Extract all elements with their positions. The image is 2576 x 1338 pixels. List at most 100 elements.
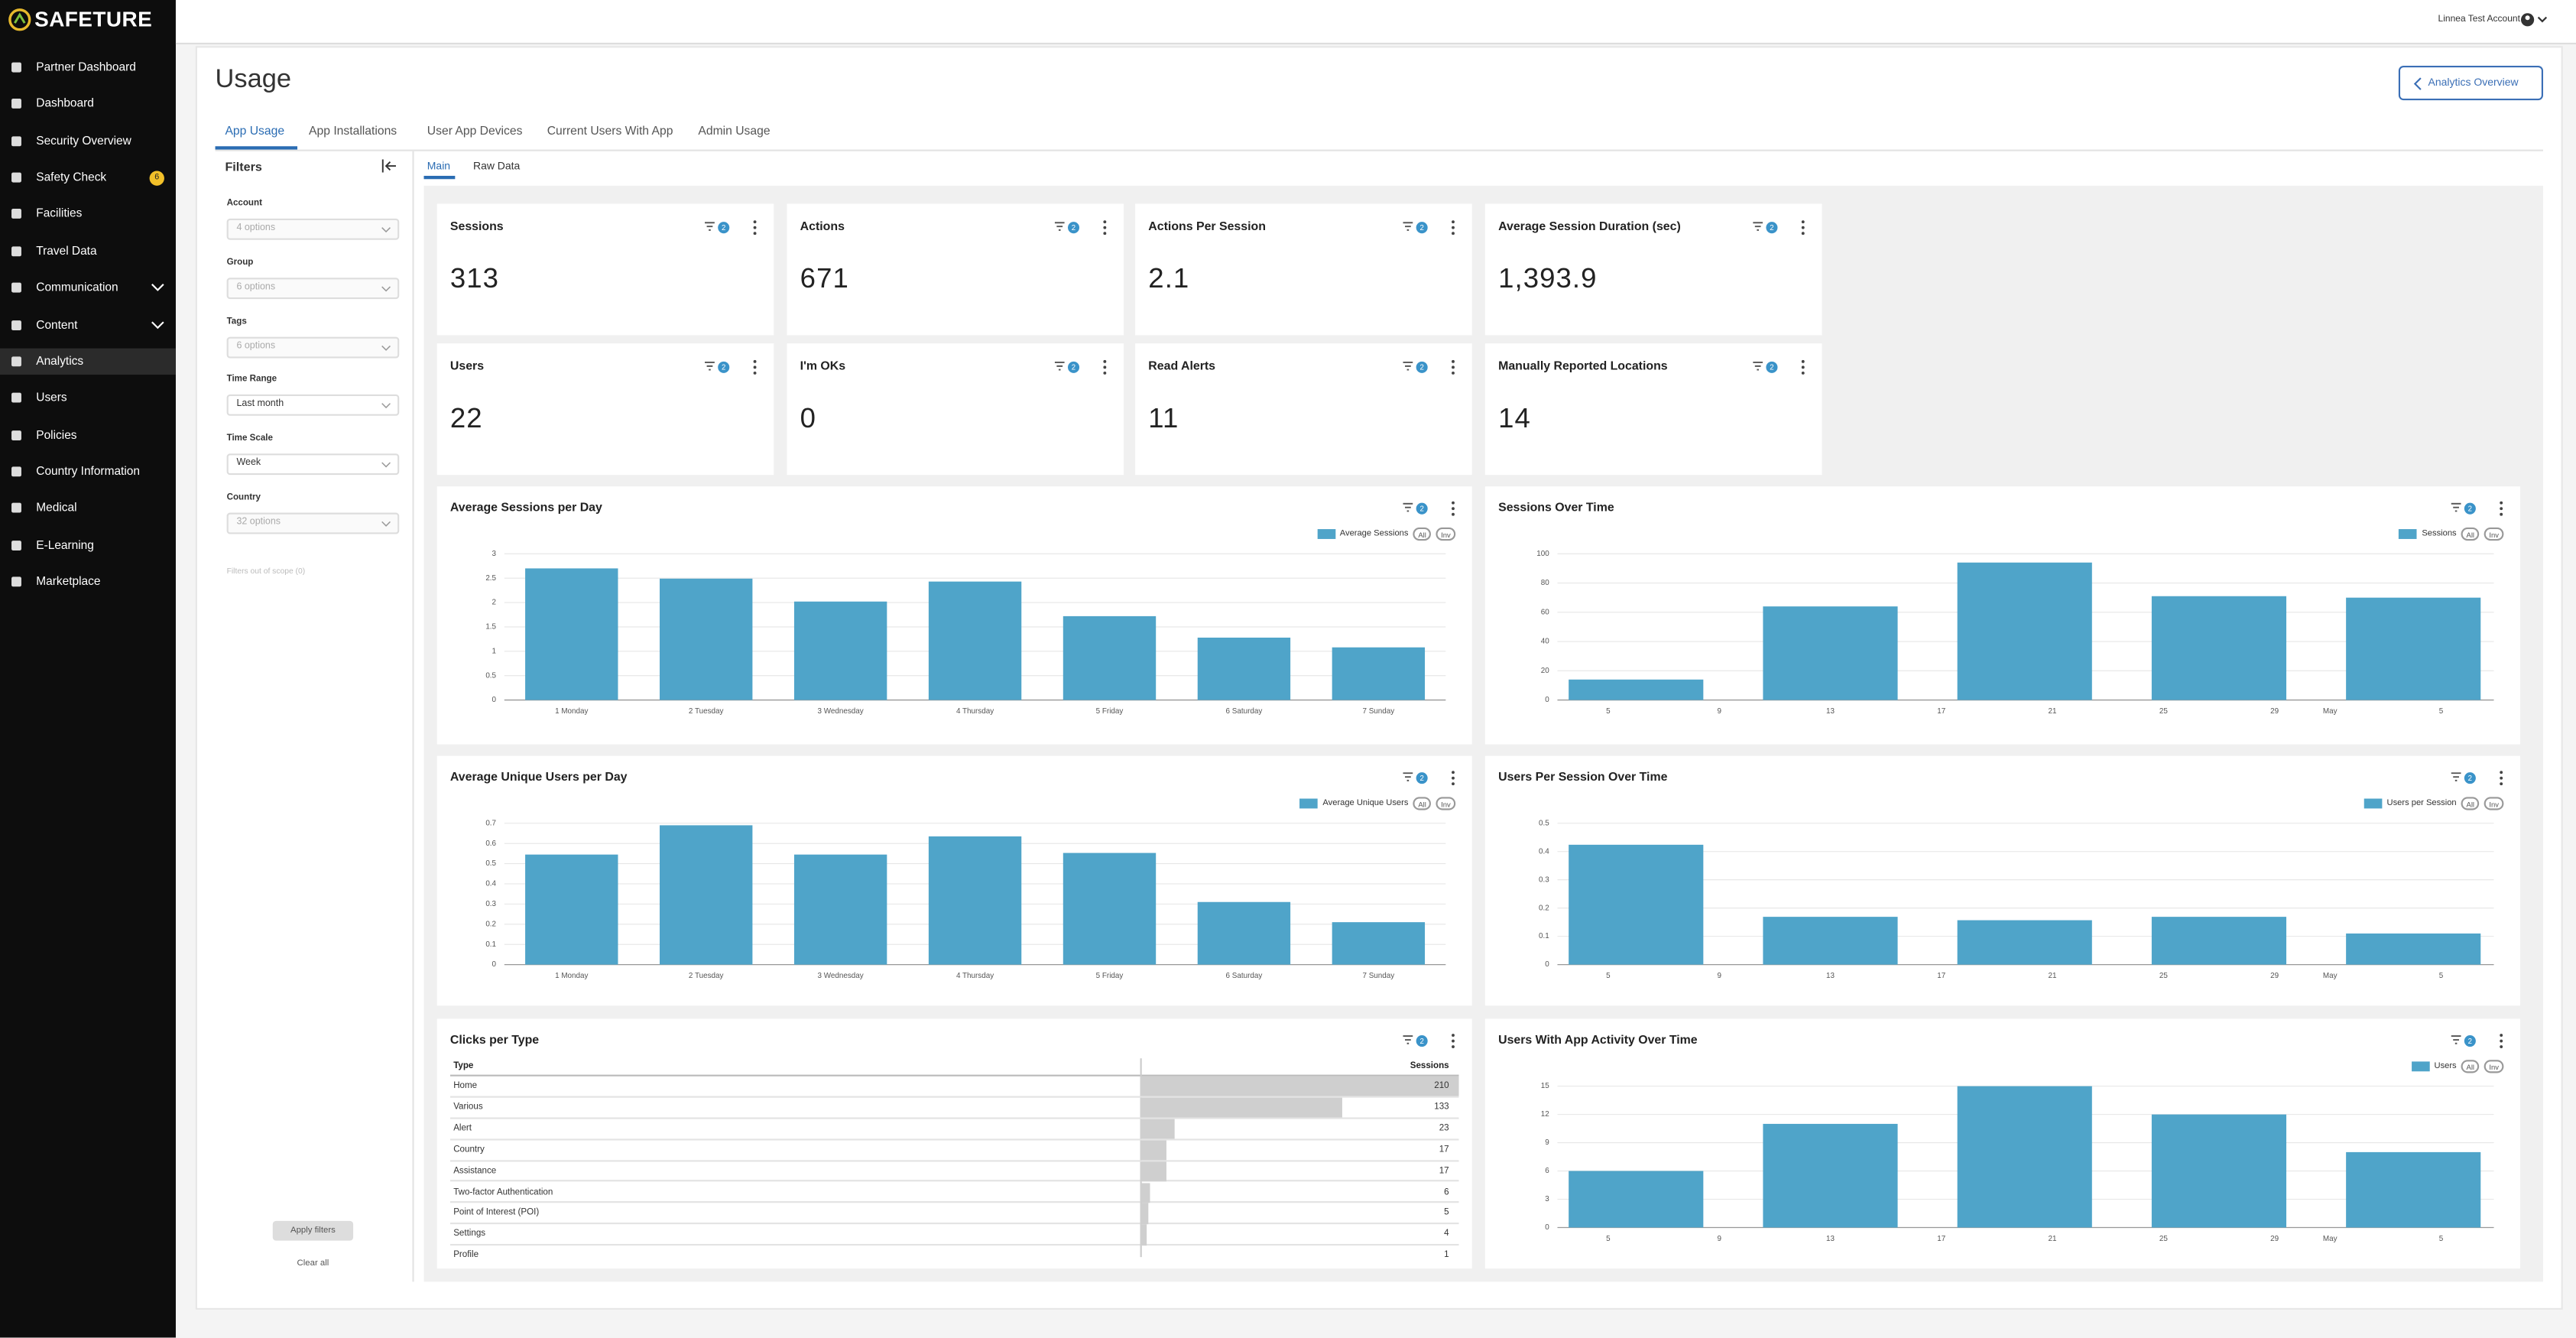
nav-item[interactable]: Security Overview [0,128,176,154]
kebab-dot [1801,226,1805,229]
kebab-menu[interactable] [1451,771,1455,786]
kebab-menu[interactable] [1102,359,1107,375]
subtab[interactable]: Main [427,161,451,173]
filter-label: Country [226,492,261,503]
chevron [381,227,391,233]
kebab-menu[interactable] [1102,220,1107,235]
filter-icon[interactable] [2451,502,2461,513]
filter-value: 4 options [236,223,276,234]
x-tick-label: 3 Wednesday [818,972,864,980]
nav-icon [11,540,21,550]
nav-chevron [151,320,164,329]
y-tick-label: 40 [1541,638,1549,646]
filter-icon[interactable] [1403,361,1413,372]
kebab-dot [1103,226,1107,229]
clear-all-button[interactable]: Clear all [297,1258,329,1269]
filter-icon[interactable] [705,222,715,232]
legend-toggle[interactable]: Inv [2484,527,2504,541]
filter-select[interactable]: 6 options [226,336,400,358]
nav-item[interactable]: Content [0,311,176,337]
nav-item[interactable]: Partner Dashboard [0,54,176,80]
table-row: Country 17 [449,1139,1459,1161]
legend: Users per Session All Inv [2363,797,2504,810]
user-name[interactable]: Linnea Test Account [2438,15,2520,25]
filter-icon[interactable] [1403,502,1413,513]
tab[interactable]: Current Users With App [547,123,673,138]
kebab-menu[interactable] [2499,1034,2503,1048]
y-tick-label: 0.2 [1539,904,1549,912]
kebab-menu[interactable] [752,359,757,375]
legend-swatch[interactable] [1316,529,1335,539]
nav-item[interactable]: Communication [0,274,176,300]
kebab-menu[interactable] [1451,1034,1455,1048]
filter-select[interactable]: 4 options [226,218,400,240]
legend-toggle[interactable]: All [2461,797,2480,810]
collapse-icon[interactable] [381,159,397,173]
filter-icon[interactable] [1054,361,1065,372]
nav-item[interactable]: Users [0,385,176,411]
legend-swatch[interactable] [1299,798,1318,809]
nav-label: Content [36,316,78,332]
kebab-menu[interactable] [2499,771,2503,786]
analytics-overview-button[interactable]: Analytics Overview [2398,65,2544,101]
nav-item[interactable]: E-Learning [0,532,176,558]
filter-icon[interactable] [1403,772,1413,782]
legend-swatch[interactable] [2399,529,2417,539]
nav-item[interactable]: Analytics [0,348,176,375]
legend-toggle[interactable]: Inv [1436,797,1456,810]
tab[interactable]: User App Devices [427,123,523,138]
bar [1197,637,1291,700]
filter-select[interactable]: Week [226,453,400,476]
legend-toggle[interactable]: All [1413,797,1432,810]
filter-badge: 2 [1067,221,1080,233]
filter-select[interactable]: 6 options [226,277,400,299]
kebab-menu[interactable] [1451,501,1455,516]
x-tick-label: 1 Monday [555,972,588,980]
y-tick-label: 0 [492,696,497,704]
tab[interactable]: App Usage [225,123,285,138]
legend: Average Unique Users All Inv [1299,797,1456,810]
kebab-menu[interactable] [1801,359,1805,375]
kebab-menu[interactable] [1801,220,1805,235]
kebab-menu[interactable] [2499,501,2503,516]
nav-item[interactable]: Medical [0,495,176,521]
filter-icon[interactable] [1753,222,1763,232]
filter-icon[interactable] [2451,772,2461,782]
filter-select[interactable]: Last month [226,395,400,417]
legend-toggle[interactable]: Inv [1436,527,1456,541]
tab[interactable]: Admin Usage [698,123,771,138]
legend-toggle[interactable]: Inv [2484,797,2504,810]
legend-toggle[interactable]: Inv [2484,1060,2504,1073]
nav-item[interactable]: Marketplace [0,569,176,595]
nav-item[interactable]: Policies [0,421,176,447]
chevron [381,462,391,468]
kebab-menu[interactable] [1451,220,1455,235]
filter-icon[interactable] [705,361,715,372]
filter-icon[interactable] [1054,222,1065,232]
x-tick-label: 17 [1937,707,1945,716]
nav-item[interactable]: Facilities [0,201,176,227]
tab[interactable]: App Installations [309,123,397,138]
legend-toggle[interactable]: All [2461,527,2480,541]
nav-item[interactable]: Travel Data [0,238,176,264]
filter-icon[interactable] [1403,222,1413,232]
filter-icon[interactable] [2451,1035,2461,1045]
x-tick-label: 5 [2439,707,2444,716]
kebab-menu[interactable] [752,220,757,235]
nav-item[interactable]: Safety Check 6 [0,164,176,190]
filter-icon[interactable] [1403,1035,1413,1045]
apply-filters-button[interactable]: Apply filters [272,1220,354,1241]
nav-item[interactable]: Country Information [0,459,176,485]
subtab[interactable]: Raw Data [472,161,521,173]
legend-swatch[interactable] [2411,1061,2430,1072]
legend-swatch[interactable] [2363,798,2383,809]
filter-icon[interactable] [1753,361,1763,372]
out-of-scope[interactable]: Filters out of scope (0) [226,568,306,577]
user-menu-icon[interactable] [2520,11,2550,28]
filter-select[interactable]: 32 options [226,512,400,534]
kebab-dot [1801,232,1805,235]
legend-toggle[interactable]: All [2461,1060,2480,1073]
legend-toggle[interactable]: All [1413,527,1432,541]
kebab-menu[interactable] [1451,359,1455,375]
nav-item[interactable]: Dashboard [0,91,176,117]
